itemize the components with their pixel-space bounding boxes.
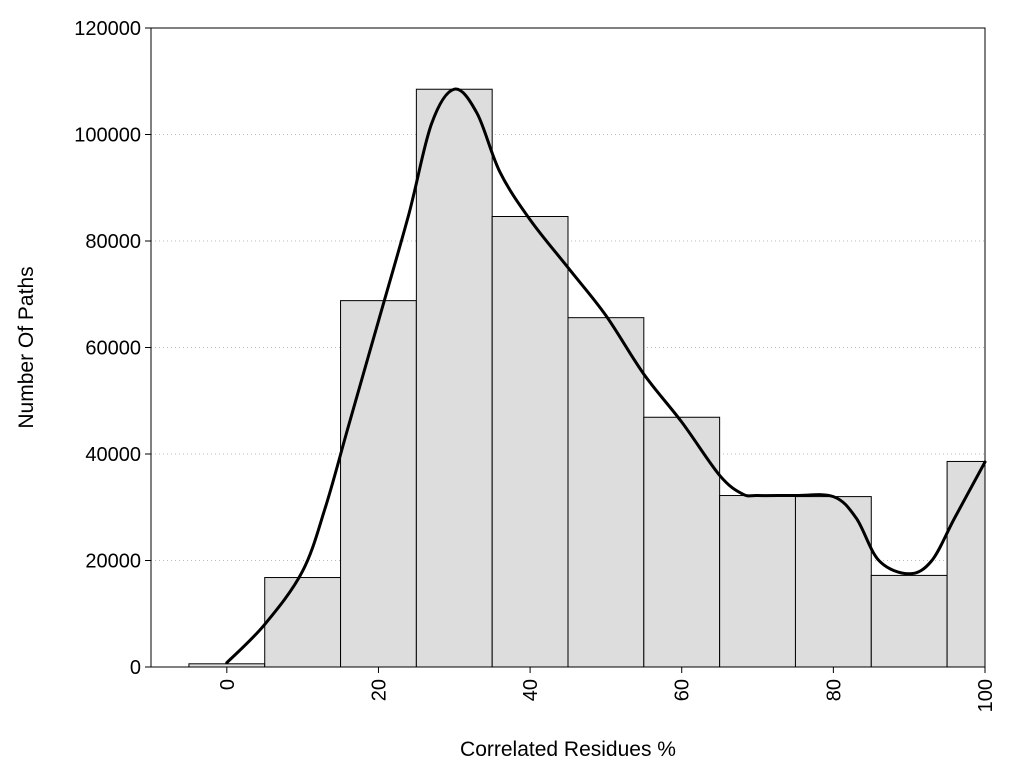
bar-1 [264, 577, 342, 668]
y-tick-label-1: 20000 [85, 551, 141, 573]
axis-ticks: 0 20000 40000 60000 80000 100000 120000 0 20 40 60… [74, 18, 997, 712]
y-tick-label-3: 60000 [85, 338, 141, 360]
x-tick-label-0: 0 [217, 679, 239, 690]
bar-7 [719, 495, 796, 668]
x-axis-title: Correlated Residues % [460, 738, 676, 761]
y-tick-label-0: 0 [130, 657, 141, 679]
density-curve [225, 87, 987, 665]
x-tick-label-5: 100 [975, 679, 997, 712]
bar-10 [946, 460, 986, 668]
bar-3 [415, 88, 493, 668]
x-tick-label-3: 60 [672, 679, 694, 701]
x-tick-label-2: 40 [520, 679, 542, 701]
bar-6 [643, 416, 721, 668]
x-tick-label-4: 80 [823, 679, 845, 701]
bar-5 [567, 317, 645, 668]
y-tick-label-6: 120000 [74, 18, 141, 40]
x-tick-label-1: 20 [368, 679, 390, 701]
density-curve-group [225, 87, 987, 665]
bar-9 [870, 574, 948, 668]
y-axis-title: Number Of Paths [15, 266, 38, 428]
y-tick-label-5: 100000 [74, 125, 141, 147]
bar-2 [340, 300, 417, 668]
histogram-bars [188, 88, 986, 668]
bar-4 [491, 216, 569, 668]
y-tick-label-4: 80000 [85, 231, 141, 253]
y-tick-label-2: 40000 [85, 444, 141, 466]
